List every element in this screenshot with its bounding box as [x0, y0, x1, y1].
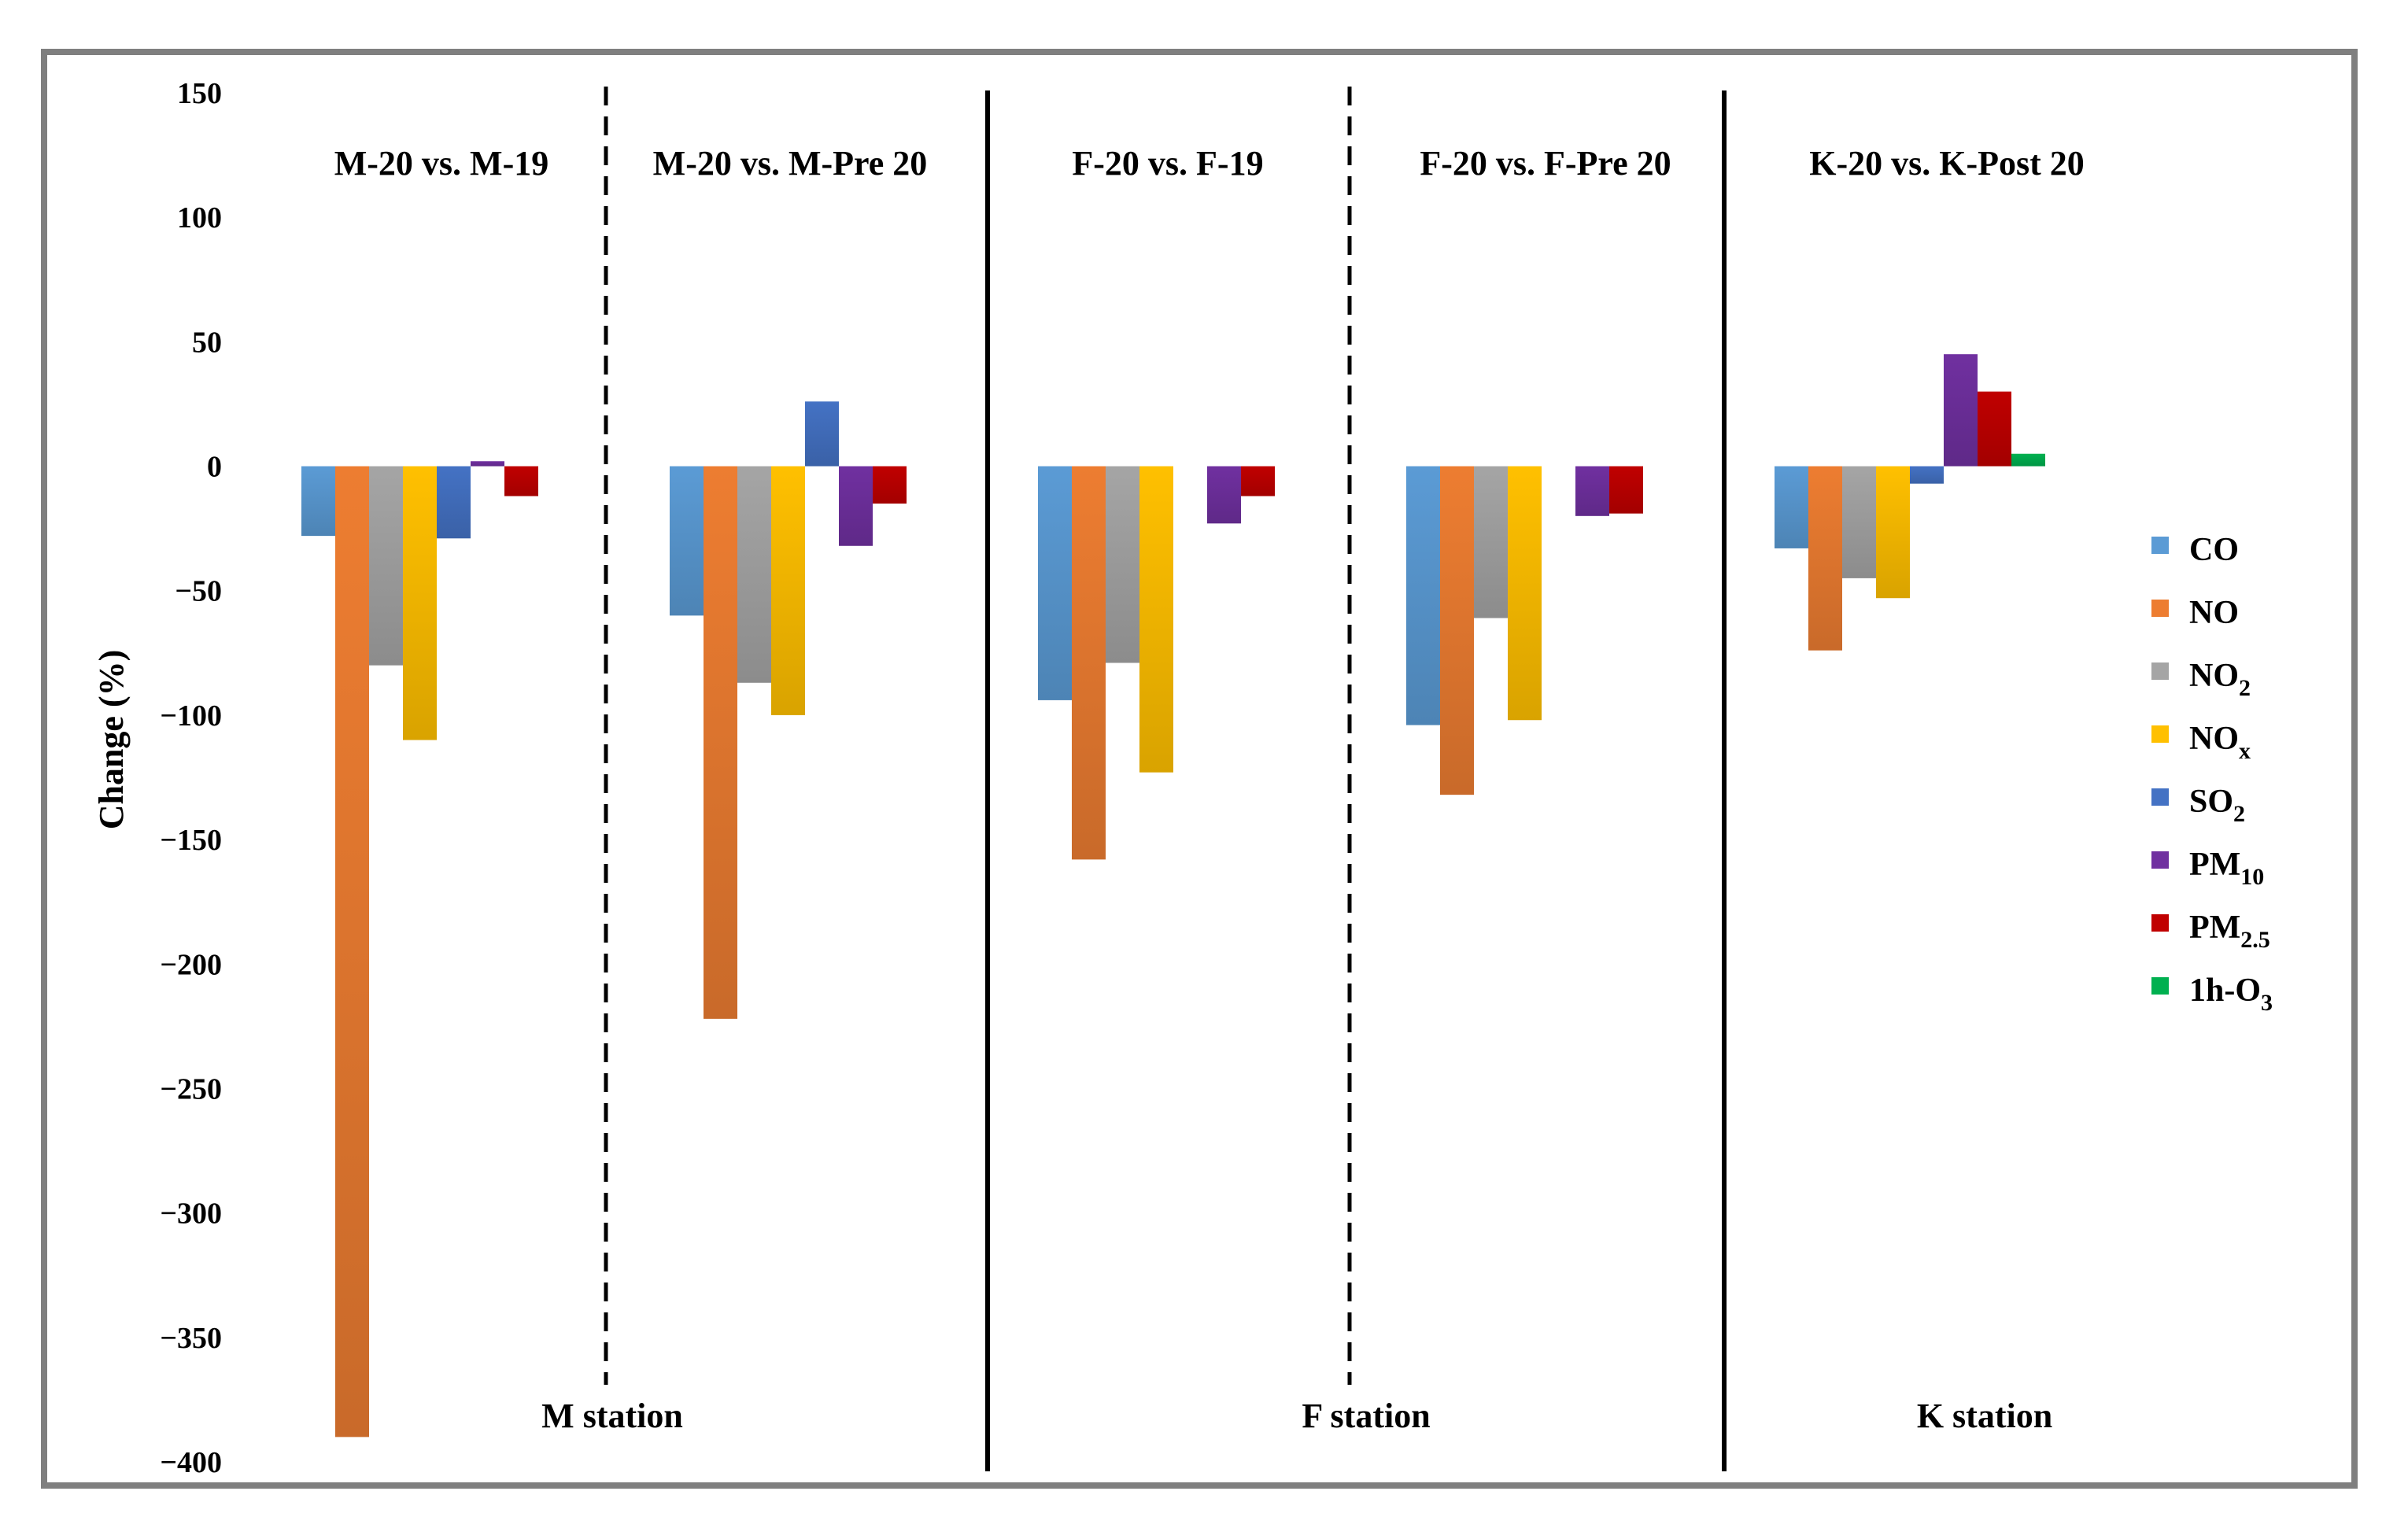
- group-separators: [606, 87, 1724, 1471]
- y-tick-label: 100: [177, 201, 222, 234]
- bar: [1406, 467, 1440, 725]
- y-tick-label: −350: [160, 1322, 222, 1355]
- bar: [2011, 454, 2045, 467]
- bar: [1808, 467, 1842, 651]
- station-label: F station: [1302, 1397, 1430, 1435]
- group-label: F-20 vs. F-Pre 20: [1420, 144, 1671, 183]
- bar: [1775, 467, 1808, 548]
- bar: [1106, 467, 1139, 663]
- legend: CO NO NO2 NOx SO2 PM10 PM2.5 1h-O3: [2151, 532, 2273, 1016]
- bar: [1944, 354, 1978, 466]
- y-tick-label: −300: [160, 1198, 222, 1231]
- bar: [301, 467, 335, 537]
- y-tick-label: −150: [160, 824, 222, 857]
- legend-swatch: [2151, 788, 2169, 806]
- bar: [1038, 467, 1072, 700]
- bar: [369, 467, 403, 666]
- legend-label: NOx: [2189, 721, 2251, 764]
- bar: [771, 467, 805, 715]
- legend-label: SO2: [2189, 784, 2245, 827]
- legend-label: NO: [2189, 595, 2239, 631]
- bar: [1241, 467, 1275, 496]
- bar: [1207, 467, 1241, 524]
- bar: [1072, 467, 1106, 860]
- bar: [504, 467, 538, 496]
- bars: [301, 354, 2045, 1437]
- bar: [1978, 392, 2011, 467]
- legend-swatch: [2151, 977, 2169, 995]
- y-tick-label: 150: [177, 77, 222, 110]
- station-label: K station: [1917, 1397, 2052, 1435]
- bar: [1508, 467, 1542, 721]
- bar: [873, 467, 907, 504]
- legend-swatch: [2151, 851, 2169, 869]
- y-tick-label: 50: [192, 326, 222, 359]
- bar: [1575, 467, 1609, 516]
- bar-chart: 150 100 50 0 −50 −100 −150 −200 −250 −300 −350 −400…: [47, 55, 2364, 1495]
- legend-label: CO: [2189, 532, 2239, 568]
- legend-swatch: [2151, 662, 2169, 680]
- bar: [1139, 467, 1173, 773]
- legend-swatch: [2151, 725, 2169, 743]
- legend-label: NO2: [2189, 658, 2251, 701]
- bar: [437, 467, 471, 539]
- bar: [403, 467, 437, 740]
- bar: [704, 467, 737, 1019]
- station-labels: M station F station K station: [541, 1397, 2052, 1435]
- legend-label: PM2.5: [2189, 910, 2270, 953]
- group-label: M-20 vs. M-19: [334, 144, 549, 183]
- group-label: M-20 vs. M-Pre 20: [653, 144, 928, 183]
- bar: [471, 461, 504, 466]
- station-label: M station: [541, 1397, 683, 1435]
- y-tick-label: −100: [160, 699, 222, 733]
- bar: [805, 401, 839, 466]
- legend-label: PM10: [2189, 847, 2264, 890]
- y-tick-label: −250: [160, 1072, 222, 1105]
- bar: [1876, 467, 1910, 599]
- group-labels: M-20 vs. M-19 M-20 vs. M-Pre 20 F-20 vs. F…: [334, 144, 2085, 183]
- legend-swatch: [2151, 600, 2169, 617]
- y-tick-label: −400: [160, 1446, 222, 1479]
- y-tick-label: −200: [160, 948, 222, 981]
- bar: [1474, 467, 1508, 618]
- group-label: F-20 vs. F-19: [1072, 144, 1263, 183]
- bar: [1910, 467, 1944, 484]
- bar: [839, 467, 873, 546]
- y-axis: 150 100 50 0 −50 −100 −150 −200 −250 −300 −350 −400: [160, 77, 222, 1479]
- group-label: K-20 vs. K-Post 20: [1809, 144, 2085, 183]
- chart-frame: 150 100 50 0 −50 −100 −150 −200 −250 −300 −350 −400…: [41, 49, 2358, 1489]
- legend-swatch: [2151, 914, 2169, 932]
- bar: [1609, 467, 1643, 514]
- legend-swatch: [2151, 537, 2169, 554]
- bar: [737, 467, 771, 683]
- legend-label: 1h-O3: [2189, 972, 2273, 1016]
- bar: [1440, 467, 1474, 795]
- y-tick-label: 0: [207, 451, 222, 484]
- bar: [1842, 467, 1876, 578]
- y-tick-label: −50: [175, 575, 222, 608]
- bar: [670, 467, 704, 616]
- bar: [335, 467, 369, 1438]
- y-axis-title: Change (%): [92, 650, 131, 830]
